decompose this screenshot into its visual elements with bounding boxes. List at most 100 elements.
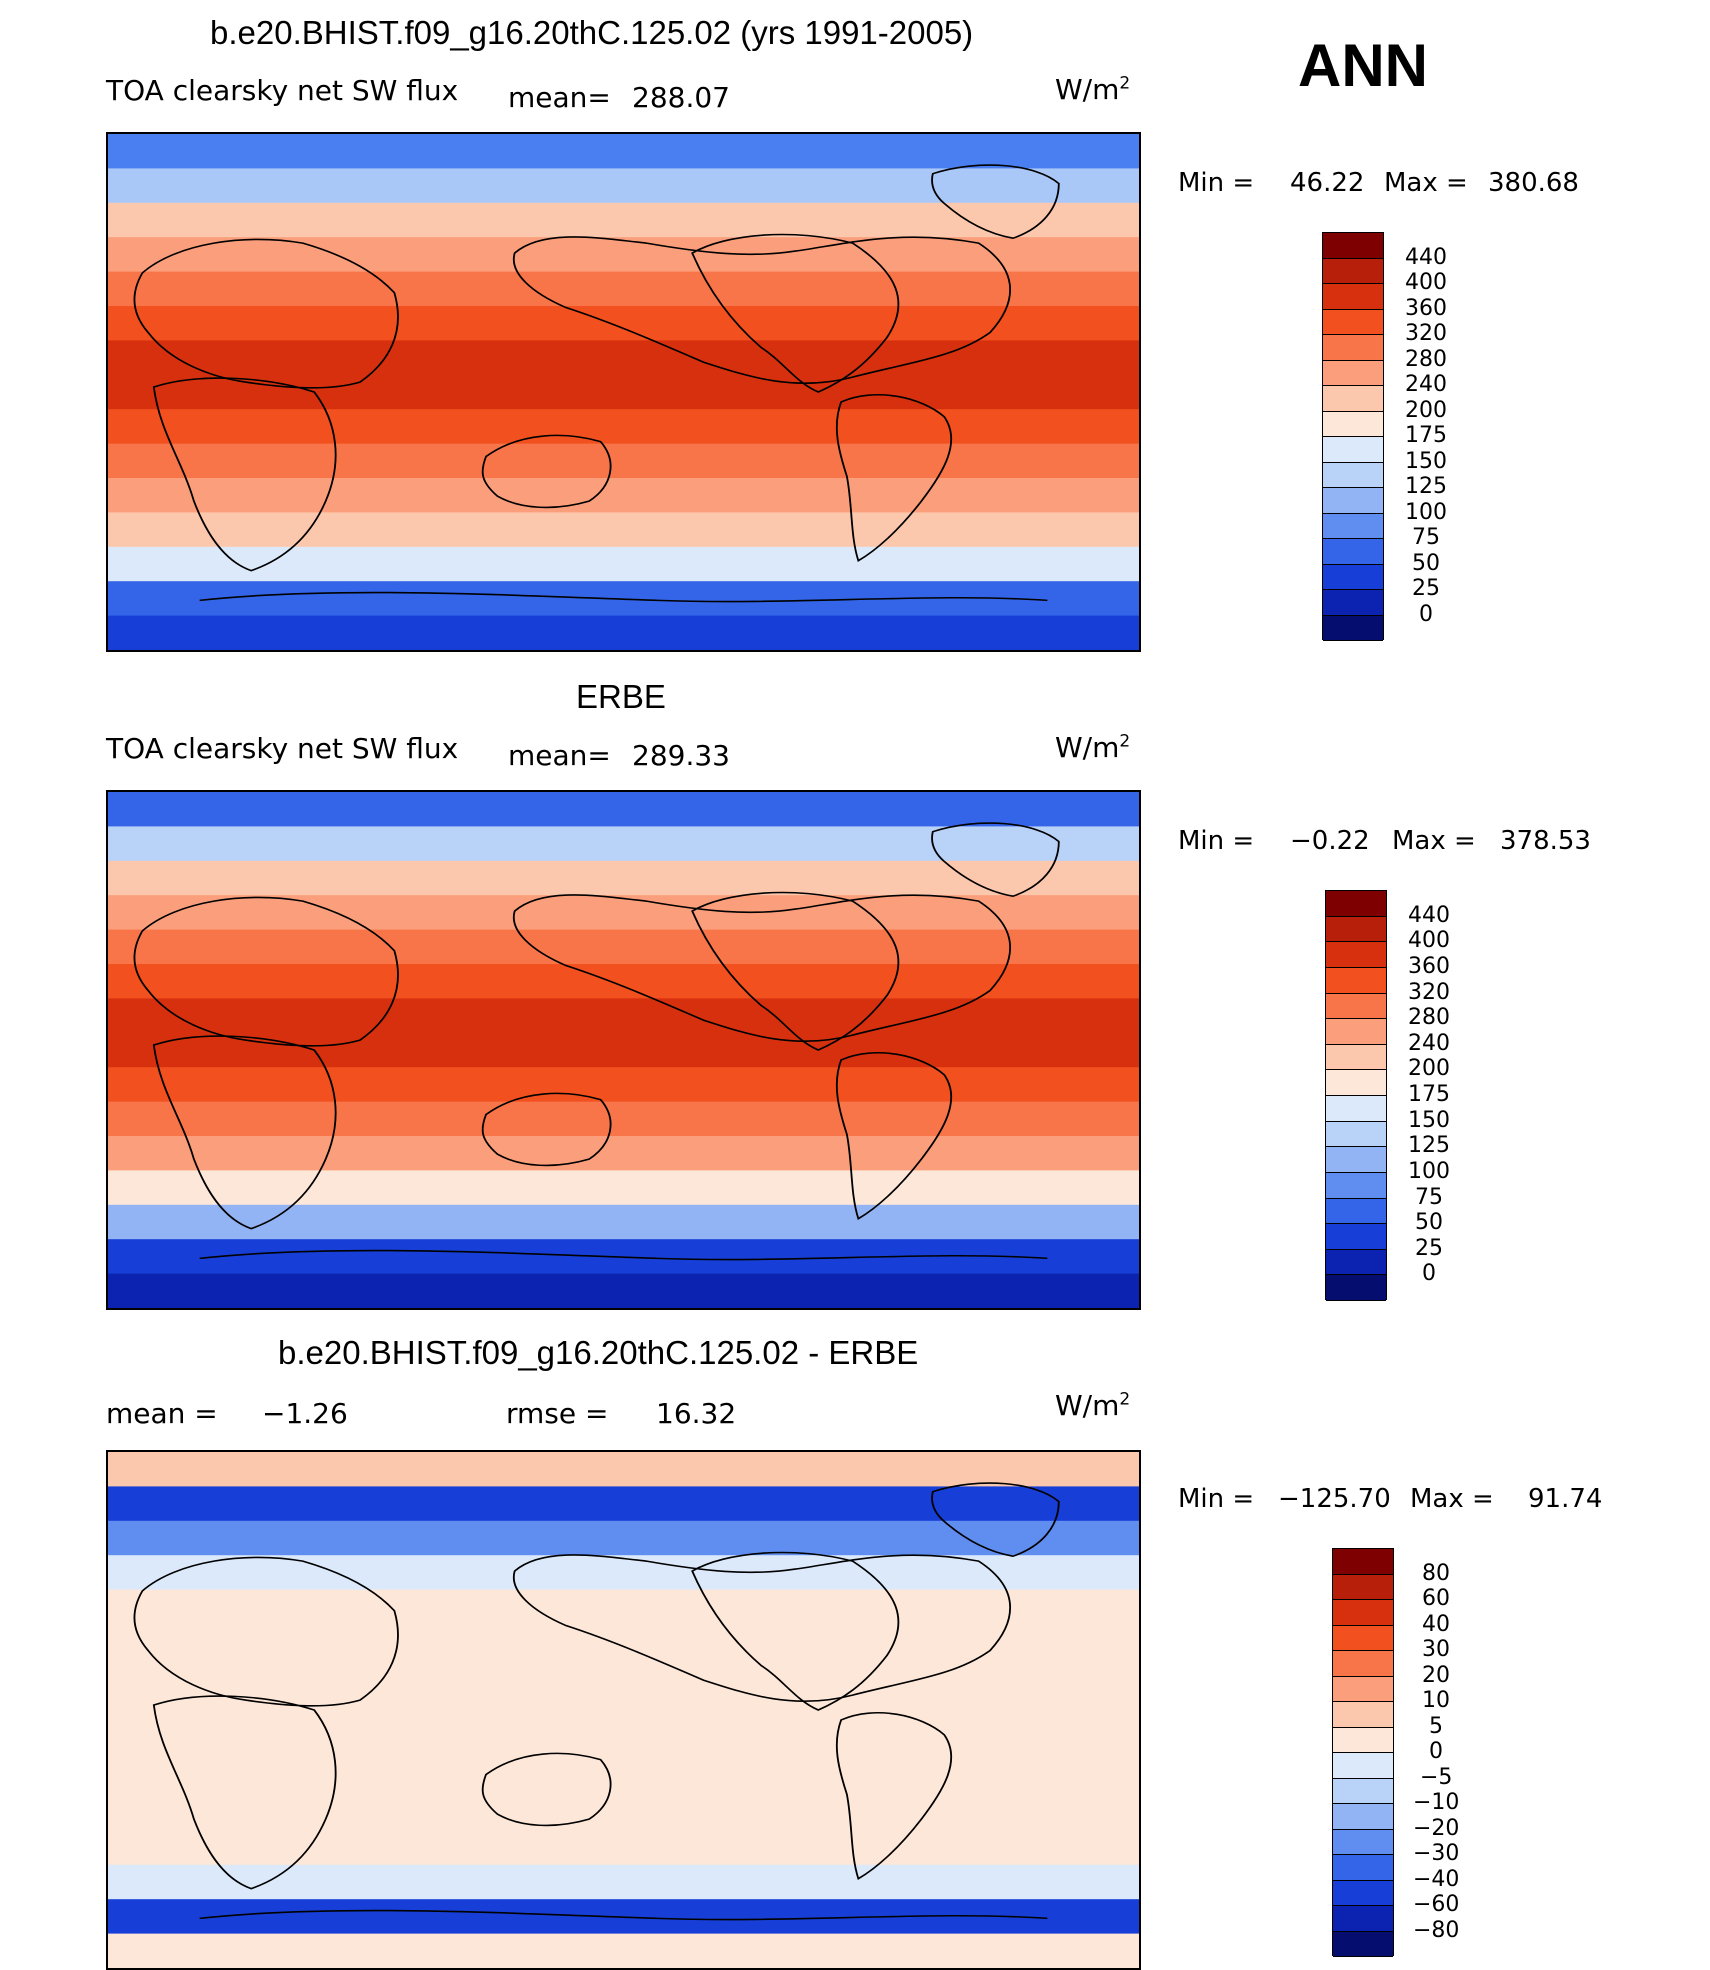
colorbar-tick-label: 25 (1412, 576, 1440, 601)
colorbar-swatch (1333, 1880, 1393, 1906)
colorbar-tick-label: 150 (1408, 1107, 1450, 1133)
colorbar-tick-label: 200 (1405, 397, 1447, 423)
latitude-band (108, 1452, 1139, 1488)
min-value-model: 46.22 (1290, 168, 1365, 198)
colorbar-tick-label: 280 (1405, 346, 1447, 372)
colorbar-swatch (1333, 1855, 1393, 1881)
coastline (481, 1092, 612, 1167)
min-label-diff: Min = (1178, 1484, 1255, 1514)
colorbar-tick-label: 320 (1405, 321, 1447, 346)
max-value-obs: 378.53 (1500, 826, 1591, 856)
coastline (835, 394, 953, 562)
colorbar-swatch (1326, 993, 1386, 1020)
coastlines (133, 164, 1060, 603)
colorbar-obs (1325, 890, 1387, 1301)
colorbar-swatch (1326, 1224, 1386, 1250)
colorbar-tick-label: 440 (1408, 902, 1450, 928)
colorbar-tick-label: 175 (1405, 423, 1447, 448)
max-label-diff: Max = (1410, 1484, 1494, 1514)
colorbar-tick-label: 50 (1412, 550, 1440, 576)
latitude-band (108, 1273, 1139, 1308)
colorbar-tick-label: 0 (1419, 601, 1433, 627)
colorbar-tick-label: −20 (1413, 1815, 1460, 1841)
latitude-band (108, 1658, 1139, 1694)
colorbar-swatch (1326, 1019, 1386, 1045)
latitude-band (108, 374, 1139, 411)
latitude-band (108, 1520, 1139, 1557)
colorbar-tick-label: 150 (1405, 448, 1447, 474)
panel-variable-model: TOA clearsky net SW flux (106, 74, 459, 107)
panel-title-obs: ERBE (576, 678, 666, 715)
map-canvas (108, 1452, 1139, 1968)
latitude-band (108, 134, 1139, 170)
mean-label-diff: mean = (106, 1397, 218, 1430)
latitude-band (108, 929, 1139, 965)
colorbar-swatch (1323, 615, 1383, 641)
map-canvas (108, 134, 1139, 650)
colorbar-tick-label: 75 (1415, 1184, 1443, 1210)
coastline (691, 891, 900, 1051)
colorbar-swatch (1323, 258, 1383, 284)
colorbar-tick-label: 40 (1422, 1611, 1450, 1637)
colorbar-tick-label: 10 (1422, 1688, 1450, 1713)
colorbar-swatch (1333, 1906, 1393, 1932)
colorbar-tick-label: 125 (1405, 474, 1447, 499)
map-canvas (108, 792, 1139, 1308)
colorbar-tick-label: 400 (1405, 270, 1447, 295)
coastline (512, 1554, 1012, 1703)
latitude-band (108, 512, 1139, 548)
colorbar-swatch (1323, 335, 1383, 361)
colorbar-tick-label: 80 (1422, 1560, 1450, 1586)
colorbar-tick-label: 5 (1429, 1713, 1443, 1739)
coastlines (133, 822, 1060, 1261)
latitude-band (108, 1101, 1139, 1137)
latitude-band (108, 615, 1139, 650)
colorbar-tick-label: −5 (1420, 1764, 1453, 1790)
colorbar-swatch (1323, 513, 1383, 539)
coastline (199, 1249, 1048, 1261)
coastline (512, 894, 1012, 1043)
latitude-band (108, 1067, 1139, 1103)
colorbar-swatch (1333, 1778, 1393, 1804)
latitude-band (108, 409, 1139, 445)
mean-value-obs: 289.33 (632, 739, 730, 772)
colorbar-swatch (1323, 284, 1383, 310)
latitude-band (108, 1624, 1139, 1660)
colorbar-swatch (1326, 1275, 1386, 1301)
colorbar-tick-label: 320 (1408, 979, 1450, 1005)
colorbar-tick-label: 280 (1408, 1005, 1450, 1031)
colorbar-tick-label: 75 (1412, 525, 1440, 550)
colorbar-diff (1332, 1548, 1394, 1957)
panel-title-diff: b.e20.BHIST.f09_g16.20thC.125.02 - ERBE (278, 1334, 919, 1371)
latitude-band (108, 1170, 1139, 1206)
mean-label-obs: mean= (508, 739, 611, 772)
min-label-obs: Min = (1178, 826, 1255, 856)
coastline (152, 1695, 337, 1890)
mean-label-model: mean= (508, 81, 611, 114)
latitude-band (108, 860, 1139, 897)
colorbar-tick-label: 360 (1408, 953, 1450, 979)
latitude-band (108, 443, 1139, 479)
latitude-band (108, 1727, 1139, 1763)
colorbar-tick-label: 440 (1405, 244, 1447, 270)
coastline (199, 591, 1048, 603)
colorbar-tick-label: 60 (1422, 1586, 1450, 1611)
colorbar-swatch (1323, 539, 1383, 565)
colorbar-swatch (1323, 590, 1383, 616)
colorbar-tick-label: 360 (1405, 295, 1447, 321)
latitude-band (108, 998, 1139, 1034)
colorbar-tick-label: 400 (1408, 928, 1450, 954)
colorbar-swatch (1323, 309, 1383, 335)
coastline (133, 238, 399, 389)
coastline (481, 434, 612, 509)
colorbar-tick-label: 100 (1408, 1158, 1450, 1184)
latitude-band (108, 895, 1139, 931)
coastline (835, 1712, 953, 1880)
max-value-model: 380.68 (1488, 168, 1579, 198)
colorbar-swatch (1323, 564, 1383, 590)
latitude-band (108, 546, 1139, 583)
colorbar-tick-label: 30 (1422, 1637, 1450, 1662)
colorbar-tick-label: 240 (1405, 372, 1447, 397)
latitude-band (108, 1204, 1139, 1241)
colorbar-swatch (1326, 916, 1386, 943)
